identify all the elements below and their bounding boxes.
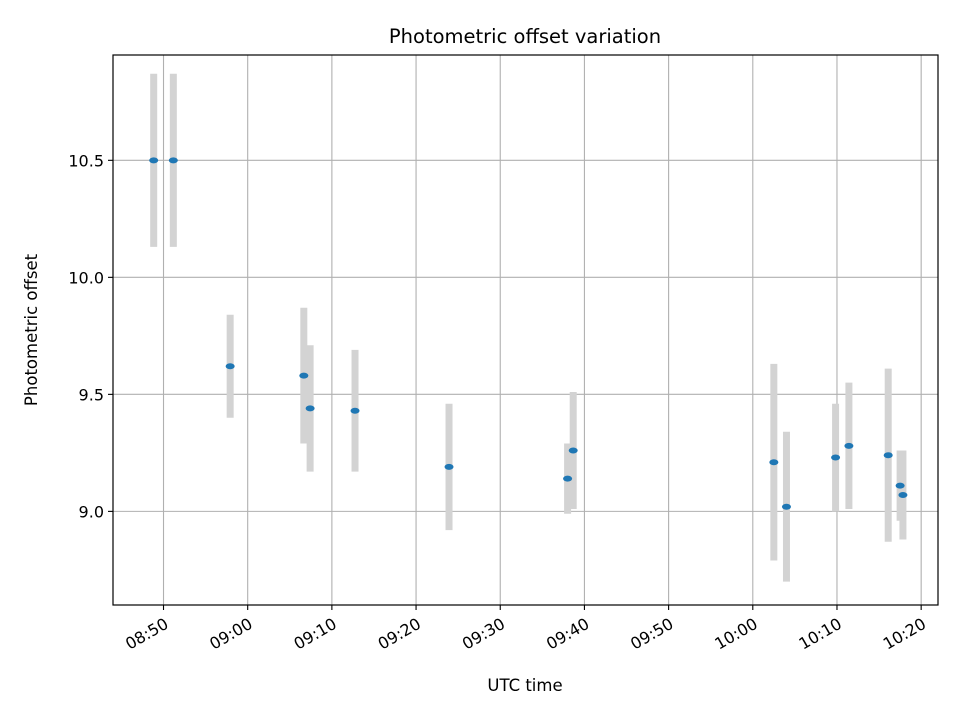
data-point — [563, 475, 573, 482]
data-points — [149, 157, 908, 510]
grid-lines — [113, 55, 938, 605]
data-point — [350, 407, 360, 414]
data-point — [831, 454, 841, 461]
chart-title: Photometric offset variation — [389, 25, 661, 48]
data-point — [568, 447, 578, 454]
plot-frame — [112, 54, 939, 606]
data-point — [225, 363, 235, 370]
data-point — [149, 157, 159, 164]
y-axis-title: Photometric offset — [22, 253, 41, 406]
data-point — [168, 157, 178, 164]
y-tick-label: 9.0 — [79, 502, 104, 521]
data-point — [895, 482, 905, 489]
data-point — [781, 503, 791, 510]
x-axis-title: UTC time — [487, 676, 562, 695]
data-point — [844, 442, 854, 449]
y-tick-label: 10.5 — [68, 151, 104, 170]
data-point — [299, 372, 309, 379]
data-point — [769, 459, 779, 466]
data-point — [444, 463, 454, 470]
data-point — [898, 492, 908, 498]
data-point — [305, 405, 315, 412]
data-point — [883, 452, 893, 459]
y-tick-label: 9.5 — [79, 385, 104, 404]
y-tick-label: 10.0 — [68, 268, 104, 287]
